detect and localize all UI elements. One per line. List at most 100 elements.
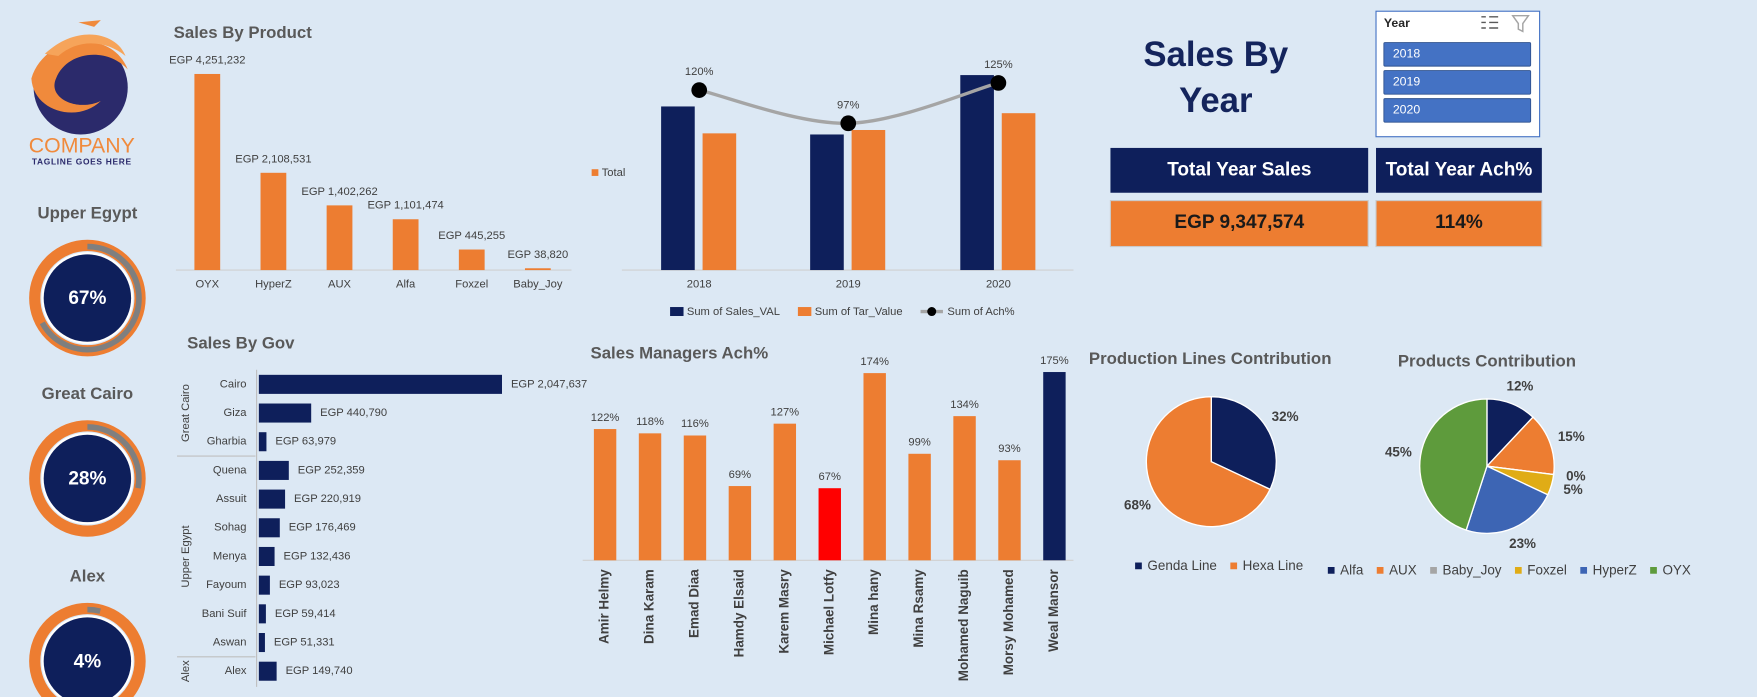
data-label: 134% xyxy=(950,399,979,411)
data-label: 15% xyxy=(1558,429,1585,444)
legend-label: Sum of Sales_VAL xyxy=(687,306,780,318)
data-label: EGP 220,919 xyxy=(294,493,361,505)
bar xyxy=(863,373,886,561)
slicer-multiselect-icon[interactable] xyxy=(1481,16,1499,29)
data-label: 127% xyxy=(771,406,800,418)
legend-swatch xyxy=(1580,567,1588,574)
bar xyxy=(260,172,287,271)
bar xyxy=(773,423,797,561)
bar xyxy=(392,219,419,271)
kpi-header xyxy=(1376,147,1542,193)
kpi-label: Total Year Ach% xyxy=(1386,159,1533,180)
legend-swatch xyxy=(1650,567,1657,574)
legend-label: Baby_Joy xyxy=(1443,562,1502,577)
slicer-item[interactable] xyxy=(1383,42,1532,67)
legend-label: Sum of Tar_Value xyxy=(815,306,903,318)
data-label: 99% xyxy=(908,437,930,449)
slicer-item-label[interactable]: 2020 xyxy=(1393,103,1421,117)
annotation-swatch xyxy=(591,169,599,176)
logo-swirl xyxy=(44,34,126,57)
x-tick-label: 2018 xyxy=(687,279,712,291)
x-tick-label: Michael Lotfy xyxy=(821,569,836,655)
x-tick-label: Mohamed Naguib xyxy=(956,569,971,681)
legend-swatch xyxy=(1376,567,1384,574)
legend-swatch xyxy=(797,307,812,317)
bar xyxy=(258,518,280,538)
gauge-arc xyxy=(87,606,101,614)
gauge-title: Great Cairo xyxy=(42,384,133,403)
bar xyxy=(683,435,707,561)
x-tick-label: Mina Rsamy xyxy=(911,569,926,648)
data-label: EGP 2,108,531 xyxy=(235,153,311,165)
x-tick-label: OYX xyxy=(195,279,219,291)
bar xyxy=(524,268,551,271)
data-label: 125% xyxy=(984,59,1013,71)
kpi-value-box xyxy=(1375,200,1543,248)
pie-slice xyxy=(1210,396,1277,491)
slicer-item-label[interactable]: 2019 xyxy=(1393,75,1421,89)
data-label: EGP 440,790 xyxy=(320,407,387,419)
gauge-value: 4% xyxy=(74,651,102,672)
slicer-clear-icon[interactable] xyxy=(1511,14,1530,33)
bar xyxy=(258,403,312,423)
data-label: 174% xyxy=(860,356,889,368)
page-title: Sales By Year xyxy=(1143,34,1289,120)
data-label: 12% xyxy=(1506,379,1533,394)
slicer-title: Year xyxy=(1384,16,1410,30)
data-label: EGP 51,331 xyxy=(274,636,335,648)
data-label: 175% xyxy=(1040,355,1069,367)
x-tick-label: Baby_Joy xyxy=(513,279,563,291)
data-label: 69% xyxy=(729,469,751,481)
legend-swatch xyxy=(1327,567,1335,574)
data-label: EGP 63,979 xyxy=(275,436,336,448)
pie-slice xyxy=(1419,398,1488,531)
x-tick-label: Weal Mansor xyxy=(1046,568,1061,651)
chart-title: Sales By Product xyxy=(174,23,313,42)
y-tick-label: Aswan xyxy=(213,636,247,648)
kpi-value-box xyxy=(1109,200,1369,248)
data-label: EGP 445,255 xyxy=(438,230,505,242)
y-tick-label: Quena xyxy=(213,464,247,476)
data-label: EGP 1,101,474 xyxy=(367,200,443,212)
legend-swatch xyxy=(670,307,684,317)
bar xyxy=(194,73,221,271)
data-label: 68% xyxy=(1124,498,1151,513)
chart-title: Production Lines Contribution xyxy=(1089,349,1332,368)
x-tick-label: Alfa xyxy=(396,279,416,291)
data-label: 23% xyxy=(1509,536,1536,551)
chart-title: Products Contribution xyxy=(1398,351,1576,370)
legend-label: Foxzel xyxy=(1527,562,1567,577)
data-label: 0% xyxy=(1566,468,1585,483)
header: Sales By Year xyxy=(1143,34,1289,120)
logo-name: COMPANY xyxy=(29,133,135,157)
legend-label: OYX xyxy=(1662,562,1690,577)
y-tick-label: Gharbia xyxy=(207,436,248,448)
bar xyxy=(728,486,752,561)
gauge-title: Upper Egypt xyxy=(37,203,137,222)
x-tick-label: 2020 xyxy=(986,279,1011,291)
bar xyxy=(258,546,275,566)
x-tick-label: Emad Diaa xyxy=(687,569,702,638)
slicer-item[interactable] xyxy=(1383,70,1532,95)
bar xyxy=(818,488,841,561)
logo-tagline: TAGLINE GOES HERE xyxy=(32,157,132,167)
legend-label: HyperZ xyxy=(1593,562,1637,577)
x-tick-label: Mina hany xyxy=(866,569,881,635)
legend-label: AUX xyxy=(1389,562,1417,577)
slicer-item[interactable] xyxy=(1383,98,1532,123)
gauge-value: 67% xyxy=(68,288,106,309)
y-tick-label: Fayoum xyxy=(206,579,246,591)
slicer-item-label[interactable]: 2018 xyxy=(1393,47,1421,61)
bar xyxy=(326,205,353,271)
bar xyxy=(258,661,277,681)
x-tick-label: Hamdy Elsaid xyxy=(731,569,746,657)
slicer: Year 2018 2019 2020 xyxy=(1375,10,1541,138)
data-label: EGP 176,469 xyxy=(289,522,356,534)
legend-label: Genda Line xyxy=(1147,558,1216,573)
data-label: EGP 4,251,232 xyxy=(169,54,245,66)
slicer-items: 2018 2019 2020 xyxy=(1383,42,1532,123)
gauge-center xyxy=(43,254,132,342)
chart-title: Sales Managers Ach% xyxy=(591,344,769,363)
bar xyxy=(258,604,266,624)
